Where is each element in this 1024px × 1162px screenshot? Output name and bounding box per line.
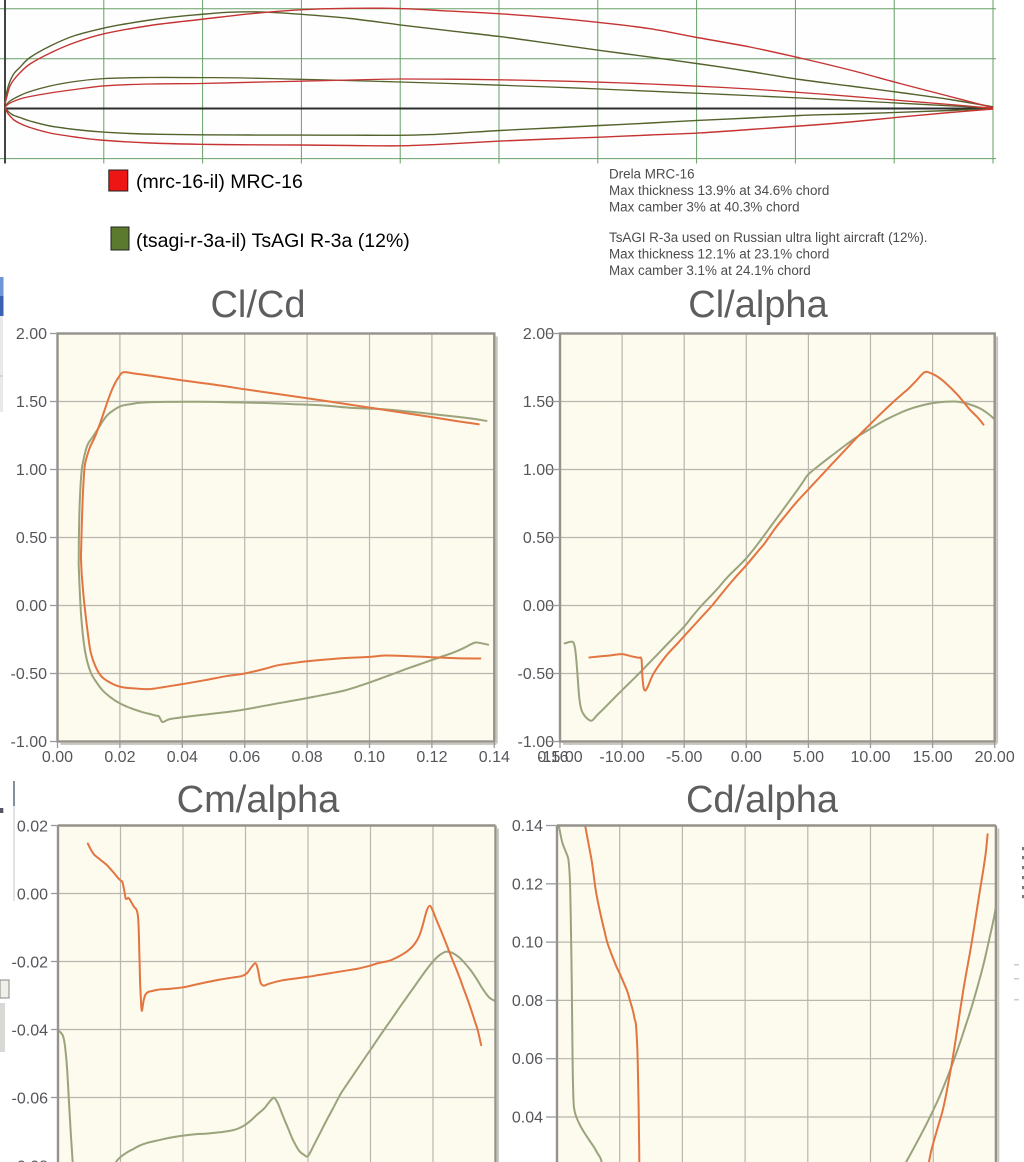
svg-text:2.00: 2.00	[16, 326, 47, 343]
svg-text:0.12: 0.12	[512, 876, 543, 893]
svg-text:-0.08: -0.08	[12, 1159, 49, 1162]
svg-text:0.02: 0.02	[17, 819, 48, 836]
svg-text:10.00: 10.00	[850, 749, 890, 766]
svg-text:0.00: 0.00	[17, 887, 48, 904]
svg-text:Max camber 3% at 40.3% chord: Max camber 3% at 40.3% chord	[609, 199, 800, 214]
svg-text:(tsagi-r-3a-il) TsAGI R-3a (12: (tsagi-r-3a-il) TsAGI R-3a (12%)	[136, 230, 410, 252]
svg-text:TsAGI R-3a used on Russian ult: TsAGI R-3a used on Russian ultra light a…	[609, 230, 928, 245]
svg-text:0.04: 0.04	[512, 1110, 543, 1127]
svg-text:5.00: 5.00	[793, 749, 824, 766]
svg-text:0.10: 0.10	[512, 935, 543, 952]
svg-text:0.08: 0.08	[512, 993, 543, 1010]
svg-text:-10.00: -10.00	[599, 749, 644, 766]
svg-text:0.12: 0.12	[416, 749, 447, 766]
svg-text:0.06: 0.06	[512, 1051, 543, 1068]
svg-text:(mrc-16-il) MRC-16: (mrc-16-il) MRC-16	[136, 171, 303, 193]
svg-text:-1.00: -1.00	[518, 734, 555, 751]
svg-text:-1.00: -1.00	[11, 734, 48, 751]
svg-text:0.02: 0.02	[104, 749, 135, 766]
svg-text:-15.00: -15.00	[537, 749, 582, 766]
svg-text:-0.50: -0.50	[11, 666, 48, 683]
svg-text:Cd/alpha: Cd/alpha	[686, 779, 839, 821]
svg-text:Drela MRC-16: Drela MRC-16	[609, 167, 695, 182]
svg-text:Max thickness 13.9% at 34.6% c: Max thickness 13.9% at 34.6% chord	[609, 183, 829, 198]
svg-text:-5.00: -5.00	[666, 749, 703, 766]
svg-text:-0.02: -0.02	[12, 955, 49, 972]
svg-text:0.16: 0.16	[537, 749, 568, 766]
svg-text:-0.50: -0.50	[518, 666, 555, 683]
svg-text:-0.04: -0.04	[12, 1023, 49, 1040]
svg-text:Cl/Cd: Cl/Cd	[210, 284, 305, 326]
svg-text:1.00: 1.00	[16, 462, 47, 479]
svg-text:1.00: 1.00	[523, 462, 554, 479]
svg-text:15.00: 15.00	[913, 749, 953, 766]
svg-text:0.08: 0.08	[292, 749, 323, 766]
svg-text:0.50: 0.50	[523, 530, 554, 547]
svg-text:Max thickness 12.1% at 23.1% c: Max thickness 12.1% at 23.1% chord	[609, 246, 829, 261]
svg-text:0.14: 0.14	[479, 749, 510, 766]
svg-text:Cm/alpha: Cm/alpha	[177, 779, 340, 821]
svg-text:-0.06: -0.06	[12, 1091, 49, 1108]
svg-text:0.14: 0.14	[512, 818, 543, 835]
svg-text:1.50: 1.50	[523, 394, 554, 411]
svg-text:2.00: 2.00	[523, 326, 554, 343]
svg-text:0.10: 0.10	[354, 749, 385, 766]
svg-text:0.00: 0.00	[731, 749, 762, 766]
svg-text:Max camber 3.1% at 24.1% chord: Max camber 3.1% at 24.1% chord	[609, 263, 811, 278]
svg-text:0.00: 0.00	[16, 598, 47, 615]
svg-text:0.06: 0.06	[229, 749, 260, 766]
svg-text:20.00: 20.00	[975, 749, 1015, 766]
svg-text:Cl/alpha: Cl/alpha	[688, 284, 828, 326]
svg-text:0.50: 0.50	[16, 530, 47, 547]
svg-text:0.04: 0.04	[167, 749, 198, 766]
svg-text:1.50: 1.50	[16, 394, 47, 411]
svg-text:0.00: 0.00	[42, 749, 73, 766]
svg-text:0.00: 0.00	[523, 598, 554, 615]
